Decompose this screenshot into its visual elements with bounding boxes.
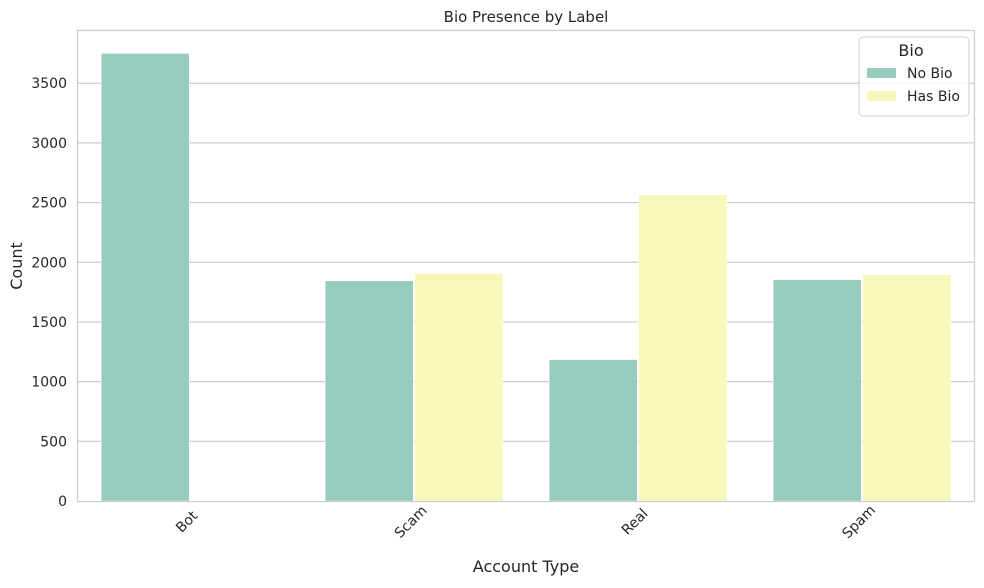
y-tick-label: 3500: [31, 76, 67, 92]
bar-bot-no-bio: [100, 53, 190, 502]
bar-real-has-bio: [638, 194, 728, 502]
x-tick-label: Spam: [839, 502, 879, 542]
y-tick-label: 0: [58, 494, 67, 510]
plot-frame: [76, 29, 976, 503]
bar-spam-has-bio: [862, 274, 952, 502]
x-tick-label: Bot: [173, 508, 201, 536]
legend-swatch: [867, 68, 896, 78]
y-tick-label: 1000: [31, 375, 67, 391]
bar-scam-has-bio: [414, 273, 504, 502]
legend: Bio No Bio Has Bio: [858, 36, 970, 117]
y-tick-label: 1500: [31, 315, 67, 331]
gridlines: [78, 82, 974, 442]
bar-spam-no-bio: [772, 279, 862, 502]
y-tick-label: 500: [40, 434, 67, 450]
bar-real-no-bio: [548, 359, 638, 502]
legend-title: Bio: [898, 41, 923, 60]
legend-entry-label: No Bio: [907, 66, 953, 82]
x-axis-label: Account Type: [473, 557, 579, 576]
y-tick-label: 3000: [31, 136, 67, 152]
y-tick-label: 2000: [31, 255, 67, 271]
bars: [100, 53, 952, 502]
legend-entry-label: Has Bio: [907, 89, 960, 105]
axes: [76, 29, 976, 503]
y-tick-labels: 0 500 1000 1500 2000 2500 3000 3500: [31, 76, 67, 510]
x-tick-label: Real: [619, 506, 652, 539]
legend-swatch: [867, 91, 896, 101]
x-tick-label: Scam: [392, 503, 431, 542]
y-tick-label: 2500: [31, 196, 67, 212]
bar-scam-no-bio: [324, 280, 414, 502]
chart-title: Bio Presence by Label: [444, 8, 609, 26]
x-tick-labels: Bot Scam Real Spam: [173, 502, 879, 542]
y-axis-label: Count: [7, 242, 26, 290]
